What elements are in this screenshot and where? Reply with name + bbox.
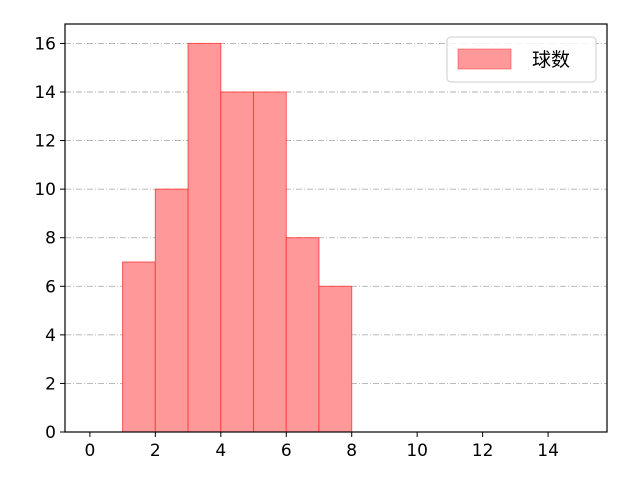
histogram-bar — [318, 285, 353, 433]
x-axis: 0 2 4 6 8 10 12 14 — [84, 432, 559, 461]
x-tick-label: 8 — [346, 441, 357, 461]
legend-swatch — [457, 48, 512, 70]
y-tick-label: 14 — [34, 83, 56, 103]
y-tick-label: 0 — [45, 423, 56, 443]
x-tick-label: 4 — [215, 441, 226, 461]
x-tick-label: 14 — [537, 441, 559, 461]
histogram-bar — [220, 91, 255, 433]
histogram-bar — [122, 261, 156, 433]
y-tick-label: 8 — [45, 229, 56, 249]
x-tick-label: 6 — [281, 441, 292, 461]
bars — [122, 42, 353, 433]
y-axis: 0 2 4 6 8 10 12 14 16 — [34, 34, 65, 443]
y-tick-label: 6 — [45, 277, 56, 297]
x-tick-label: 0 — [84, 441, 95, 461]
legend: 球数 — [446, 36, 597, 83]
legend-label: 球数 — [532, 49, 570, 71]
histogram-bar — [154, 188, 189, 433]
x-tick-label: 10 — [406, 441, 428, 461]
y-tick-label: 10 — [34, 180, 56, 200]
x-tick-label: 2 — [150, 441, 161, 461]
y-tick-label: 12 — [34, 132, 56, 152]
plot-frame — [64, 23, 608, 433]
y-tick-label: 16 — [34, 34, 56, 54]
histogram-bar — [253, 91, 287, 433]
histogram-bar — [285, 237, 320, 433]
y-tick-label: 4 — [45, 326, 56, 346]
y-tick-label: 2 — [45, 374, 56, 394]
histogram-bar — [187, 42, 222, 433]
x-tick-label: 12 — [472, 441, 494, 461]
